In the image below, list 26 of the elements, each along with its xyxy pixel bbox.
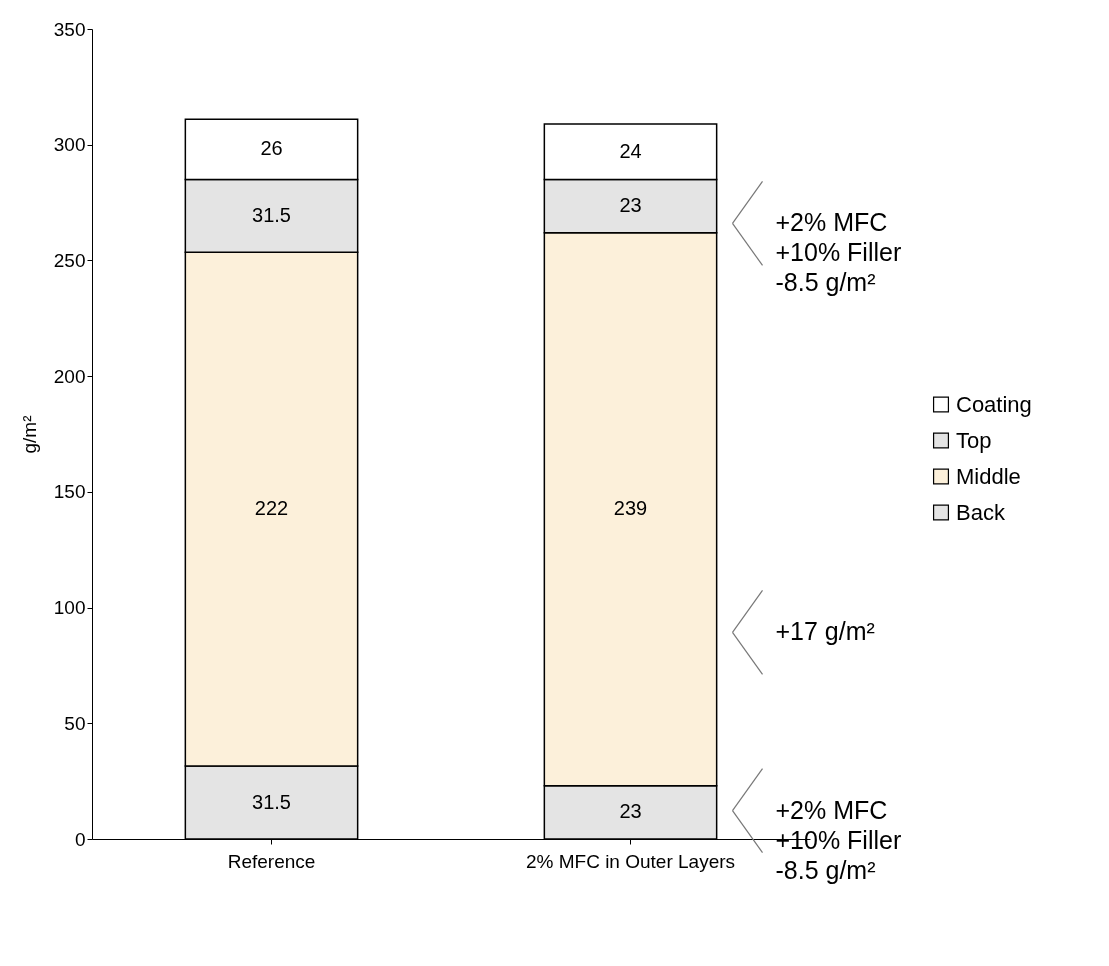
y-axis-title: g/m²	[18, 415, 40, 454]
annotation: +17 g/m²	[775, 617, 875, 646]
data-label: 24	[619, 139, 642, 162]
y-tick-label: 200	[53, 365, 86, 387]
y-tick-label: 300	[53, 134, 86, 156]
legend-label: Back	[956, 499, 1006, 525]
data-label: 31.5	[252, 203, 291, 226]
data-label: 23	[619, 194, 642, 217]
y-tick-label: 350	[53, 18, 86, 40]
data-label: 26	[260, 137, 283, 160]
legend-label: Middle	[956, 463, 1021, 489]
data-label: 31.5	[252, 790, 291, 813]
y-tick-label: 50	[64, 712, 86, 734]
y-tick-label: 150	[53, 481, 86, 503]
annotation: +2% MFC +10% Filler -8.5 g/m²	[775, 208, 902, 297]
legend-label: Coating	[956, 391, 1032, 417]
data-label: 239	[613, 497, 648, 520]
data-label: 222	[254, 497, 289, 520]
y-tick-label: 100	[53, 597, 86, 619]
x-tick-label: 2% MFC in Outer Layers	[525, 850, 736, 872]
x-tick-label: Reference	[227, 850, 316, 872]
annotation: +2% MFC +10% Filler -8.5 g/m²	[775, 795, 902, 884]
y-tick-label: 250	[53, 249, 86, 271]
legend-label: Top	[956, 427, 992, 453]
data-label: 23	[619, 800, 642, 823]
y-tick-label: 0	[74, 828, 86, 850]
